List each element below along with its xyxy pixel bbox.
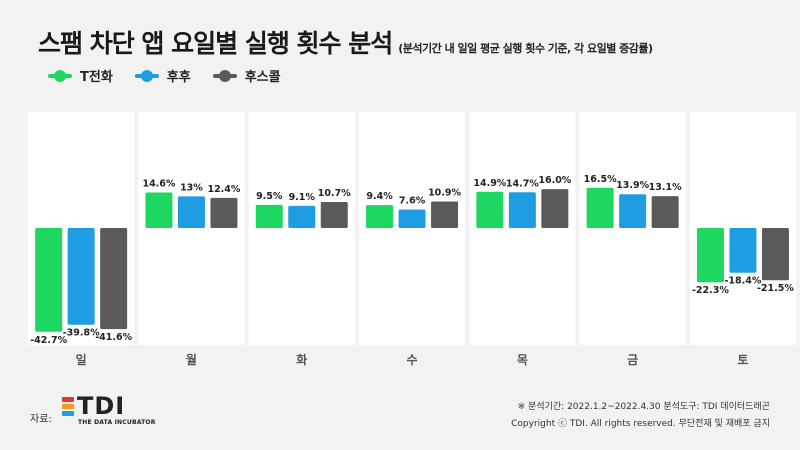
bar xyxy=(320,201,348,228)
legend-swatch-icon xyxy=(48,69,72,82)
legend-label: 후스콜 xyxy=(244,70,281,85)
data-label: 16.0% xyxy=(538,175,571,186)
logo-bars-icon xyxy=(62,396,74,416)
bar xyxy=(619,194,647,228)
data-label: 7.6% xyxy=(399,196,426,207)
data-label: 13.1% xyxy=(649,182,682,193)
category-panel xyxy=(358,112,466,345)
legend-label: T전화 xyxy=(80,70,113,85)
category-panel xyxy=(248,112,355,345)
category-panel xyxy=(469,112,576,345)
data-label: 13% xyxy=(180,182,203,193)
bar xyxy=(210,197,238,228)
category-panel xyxy=(138,112,245,345)
bar xyxy=(398,209,426,228)
bar xyxy=(288,205,316,228)
legend: T전화 후후 후스콜 xyxy=(48,66,281,85)
data-label: 14.6% xyxy=(142,179,175,190)
source-label: 자료: xyxy=(30,414,52,425)
legend-item-whoscall: 후스콜 xyxy=(212,66,281,85)
data-label: 9.4% xyxy=(366,191,393,202)
bar xyxy=(35,228,63,332)
data-label: 9.1% xyxy=(289,192,316,203)
tdi-logo: TDI THE DATA INCUBATOR xyxy=(62,393,156,426)
data-label: -39.8% xyxy=(63,328,100,339)
data-label: 9.5% xyxy=(256,191,283,202)
footer-notes: ※ 분석기간: 2022.1.2~2022.4.30 분석도구: TDI 데이터… xyxy=(511,399,770,433)
legend-item-whowho: 후후 xyxy=(134,66,191,85)
legend-swatch-icon xyxy=(212,69,237,82)
category-label: 토 xyxy=(737,353,748,367)
data-label: 10.9% xyxy=(428,188,461,199)
legend-item-tphone: T전화 xyxy=(48,66,113,85)
category-panel xyxy=(579,112,686,345)
data-label: 12.4% xyxy=(207,184,240,195)
data-label: 10.7% xyxy=(318,188,351,199)
bar xyxy=(541,189,569,228)
bar xyxy=(255,204,283,228)
chart-title: 스팸 차단 앱 요일별 실행 횟수 분석 xyxy=(38,29,393,58)
data-label: -41.6% xyxy=(95,332,132,343)
category-label: 일 xyxy=(76,353,87,367)
data-label: -42.7% xyxy=(30,335,67,346)
analysis-period-note: ※ 분석기간: 2022.1.2~2022.4.30 분석도구: TDI 데이터… xyxy=(517,402,770,412)
bar xyxy=(67,228,95,325)
bar xyxy=(761,228,789,281)
bar xyxy=(366,205,394,228)
logo-tagline: THE DATA INCUBATOR xyxy=(78,419,156,426)
legend-label: 후후 xyxy=(166,70,191,85)
title-row: 스팸 차단 앱 요일별 실행 횟수 분석 (분석기간 내 일일 평균 실행 횟수… xyxy=(38,24,653,60)
bar xyxy=(100,228,128,330)
data-label: 14.9% xyxy=(473,178,506,189)
data-label: 14.7% xyxy=(506,178,539,189)
bar xyxy=(476,191,504,228)
bar xyxy=(431,201,459,228)
copyright-note: Copyright ⓒ TDI. All rights reserved. 무단… xyxy=(511,419,770,429)
bar xyxy=(177,196,205,228)
category-label: 화 xyxy=(296,352,307,367)
data-label: 13.9% xyxy=(616,180,649,191)
category-label: 수 xyxy=(407,353,418,367)
bar xyxy=(145,192,173,228)
data-label: -18.4% xyxy=(724,276,761,287)
category-label: 월 xyxy=(186,352,197,367)
logo-text: TDI xyxy=(77,392,126,420)
data-label: -22.3% xyxy=(692,285,729,296)
bar xyxy=(651,196,679,228)
legend-swatch-icon xyxy=(134,69,159,82)
bar xyxy=(586,187,614,228)
bar xyxy=(696,228,724,283)
data-label: 16.5% xyxy=(584,174,617,185)
bar xyxy=(729,228,757,273)
category-label: 금 xyxy=(627,353,638,367)
chart-subtitle: (분석기간 내 일일 평균 실행 횟수 기준, 각 요일별 증감률) xyxy=(398,42,653,55)
category-label: 목 xyxy=(517,353,528,367)
bar xyxy=(508,192,536,228)
data-label: -21.5% xyxy=(757,283,794,294)
